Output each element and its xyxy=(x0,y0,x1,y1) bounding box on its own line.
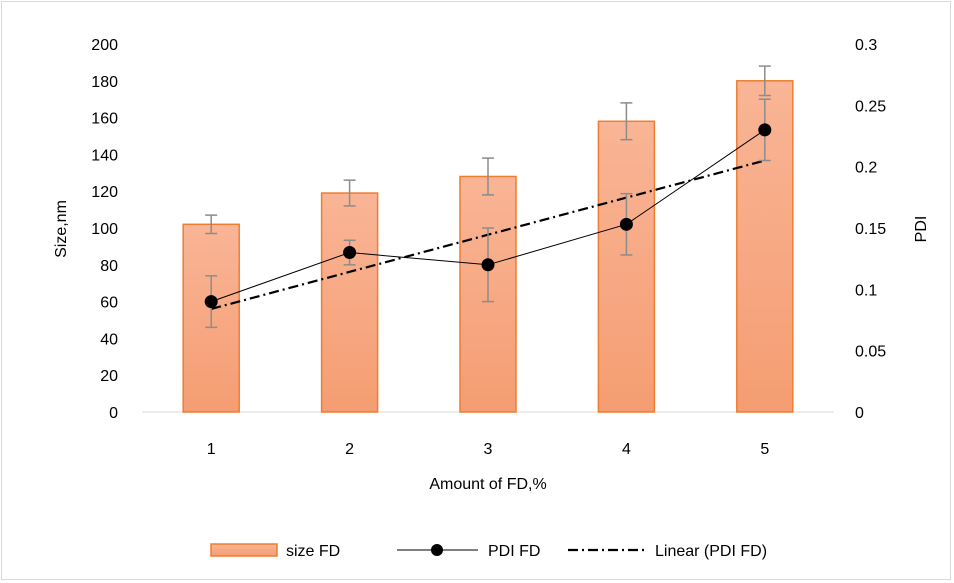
y-tick-label: 180 xyxy=(91,74,118,91)
legend-label-pdi-fd: PDI FD xyxy=(488,543,540,560)
y-tick-label: 0 xyxy=(109,405,118,422)
point-pdi-fd xyxy=(481,258,495,272)
legend-label-size-fd: size FD xyxy=(286,543,340,560)
bar-size-fd xyxy=(320,192,379,413)
y-tick-label: 140 xyxy=(91,147,118,164)
legend: size FD PDI FD Linear (PDI FD) xyxy=(210,543,767,560)
point-pdi-fd xyxy=(619,217,633,231)
y2-tick-label: 0 xyxy=(855,405,864,422)
point-pdi-fd xyxy=(343,246,357,260)
y-tick-label: 20 xyxy=(100,368,118,385)
y-axis-title: Size,nm xyxy=(53,200,70,258)
y2-tick-label: 0.1 xyxy=(855,282,877,299)
y2-tick-label: 0.3 xyxy=(855,37,877,54)
y2-axis-title: PDI xyxy=(913,216,930,243)
y-tick-label: 160 xyxy=(91,111,118,128)
x-tick-label: 4 xyxy=(622,441,631,458)
legend-swatch-size-fd xyxy=(210,543,278,557)
y-tick-label: 100 xyxy=(91,221,118,238)
x-tick-label: 3 xyxy=(484,441,493,458)
x-axis-title: Amount of FD,% xyxy=(429,476,546,493)
y2-tick-label: 0.25 xyxy=(855,98,886,115)
legend-marker-pdi-fd xyxy=(431,544,443,556)
y2-tick-label: 0.15 xyxy=(855,221,886,238)
y2-tick-label: 0.05 xyxy=(855,344,886,361)
x-tick-label: 5 xyxy=(760,441,769,458)
y-tick-label: 80 xyxy=(100,258,118,275)
y-tick-label: 40 xyxy=(100,331,118,348)
legend-label-linear-pdi-fd: Linear (PDI FD) xyxy=(655,543,767,560)
y-tick-label: 120 xyxy=(91,184,118,201)
y2-tick-label: 0.2 xyxy=(855,160,877,177)
point-pdi-fd xyxy=(758,123,772,137)
x-tick-label: 1 xyxy=(207,441,216,458)
y-tick-label: 200 xyxy=(91,37,118,54)
x-tick-label: 2 xyxy=(345,441,354,458)
bar-size-fd xyxy=(597,120,656,413)
point-pdi-fd xyxy=(204,295,218,309)
y-tick-label: 60 xyxy=(100,295,118,312)
